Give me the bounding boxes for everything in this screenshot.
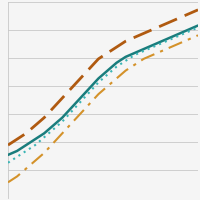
Non-Hispanic White (solid teal) <box>115 62 118 64</box>
Non-Hispanic Black (dashed dark orange) <box>52 107 54 109</box>
Non-Hispanic Black (dashed dark orange) <box>16 138 18 140</box>
Asian (dash-dot light orange) <box>188 38 190 40</box>
Asian (dash-dot light orange) <box>16 175 18 178</box>
Non-Hispanic Black (dashed dark orange) <box>179 16 181 19</box>
Asian (dash-dot light orange) <box>7 181 9 184</box>
Non-Hispanic White (solid teal) <box>170 36 172 38</box>
Non-Hispanic Black (dashed dark orange) <box>161 24 163 27</box>
Hispanic (dotted teal) <box>70 111 73 113</box>
Hispanic (dotted teal) <box>152 46 154 48</box>
Asian (dash-dot light orange) <box>161 50 163 52</box>
Non-Hispanic Black (dashed dark orange) <box>43 116 45 119</box>
Asian (dash-dot light orange) <box>25 167 27 170</box>
Hispanic (dotted teal) <box>133 54 136 56</box>
Hispanic (dotted teal) <box>143 50 145 52</box>
Non-Hispanic White (solid teal) <box>152 44 154 46</box>
Non-Hispanic White (solid teal) <box>88 87 91 89</box>
Non-Hispanic White (solid teal) <box>7 154 9 156</box>
Non-Hispanic Black (dashed dark orange) <box>79 77 82 80</box>
Asian (dash-dot light orange) <box>43 152 45 154</box>
Asian (dash-dot light orange) <box>34 160 36 162</box>
Asian (dash-dot light orange) <box>79 113 82 115</box>
Hispanic (dotted teal) <box>16 156 18 158</box>
Non-Hispanic White (solid teal) <box>70 107 73 109</box>
Non-Hispanic White (solid teal) <box>124 56 127 58</box>
Hispanic (dotted teal) <box>124 60 127 62</box>
Hispanic (dotted teal) <box>179 34 181 37</box>
Non-Hispanic Black (dashed dark orange) <box>61 97 63 99</box>
Hispanic (dotted teal) <box>197 26 199 29</box>
Non-Hispanic Black (dashed dark orange) <box>70 87 73 89</box>
Asian (dash-dot light orange) <box>97 93 100 95</box>
Asian (dash-dot light orange) <box>152 54 154 56</box>
Non-Hispanic White (solid teal) <box>133 52 136 54</box>
Hispanic (dotted teal) <box>61 120 63 123</box>
Non-Hispanic White (solid teal) <box>143 48 145 50</box>
Non-Hispanic White (solid teal) <box>97 77 100 80</box>
Non-Hispanic Black (dashed dark orange) <box>115 46 118 48</box>
Hispanic (dotted teal) <box>188 30 190 33</box>
Asian (dash-dot light orange) <box>70 122 73 125</box>
Non-Hispanic Black (dashed dark orange) <box>188 13 190 15</box>
Hispanic (dotted teal) <box>34 144 36 146</box>
Non-Hispanic Black (dashed dark orange) <box>152 28 154 31</box>
Hispanic (dotted teal) <box>25 150 27 152</box>
Asian (dash-dot light orange) <box>52 142 54 144</box>
Non-Hispanic Black (dashed dark orange) <box>97 58 100 60</box>
Non-Hispanic White (solid teal) <box>161 40 163 42</box>
Non-Hispanic White (solid teal) <box>179 32 181 35</box>
Hispanic (dotted teal) <box>52 128 54 131</box>
Non-Hispanic White (solid teal) <box>79 97 82 99</box>
Non-Hispanic White (solid teal) <box>25 144 27 146</box>
Asian (dash-dot light orange) <box>133 64 136 66</box>
Non-Hispanic Black (dashed dark orange) <box>106 52 109 54</box>
Hispanic (dotted teal) <box>7 162 9 164</box>
Non-Hispanic Black (dashed dark orange) <box>124 40 127 42</box>
Asian (dash-dot light orange) <box>106 85 109 87</box>
Hispanic (dotted teal) <box>43 136 45 138</box>
Hispanic (dotted teal) <box>97 81 100 84</box>
Hispanic (dotted teal) <box>161 42 163 44</box>
Non-Hispanic White (solid teal) <box>34 138 36 140</box>
Line: Hispanic (dotted teal): Hispanic (dotted teal) <box>8 27 198 163</box>
Non-Hispanic White (solid teal) <box>61 116 63 119</box>
Non-Hispanic Black (dashed dark orange) <box>197 9 199 11</box>
Non-Hispanic Black (dashed dark orange) <box>170 20 172 23</box>
Non-Hispanic Black (dashed dark orange) <box>25 132 27 135</box>
Asian (dash-dot light orange) <box>170 46 172 48</box>
Non-Hispanic Black (dashed dark orange) <box>88 67 91 70</box>
Line: Non-Hispanic White (solid teal): Non-Hispanic White (solid teal) <box>8 26 198 155</box>
Hispanic (dotted teal) <box>79 101 82 103</box>
Hispanic (dotted teal) <box>115 65 118 68</box>
Asian (dash-dot light orange) <box>143 58 145 60</box>
Asian (dash-dot light orange) <box>115 77 118 80</box>
Asian (dash-dot light orange) <box>61 132 63 135</box>
Hispanic (dotted teal) <box>170 38 172 40</box>
Non-Hispanic White (solid teal) <box>106 69 109 72</box>
Asian (dash-dot light orange) <box>124 69 127 72</box>
Non-Hispanic White (solid teal) <box>197 24 199 27</box>
Non-Hispanic Black (dashed dark orange) <box>34 124 36 127</box>
Non-Hispanic White (solid teal) <box>43 132 45 135</box>
Line: Asian (dash-dot light orange): Asian (dash-dot light orange) <box>8 35 198 182</box>
Asian (dash-dot light orange) <box>88 103 91 105</box>
Non-Hispanic White (solid teal) <box>16 150 18 152</box>
Non-Hispanic White (solid teal) <box>188 28 190 31</box>
Non-Hispanic White (solid teal) <box>52 124 54 127</box>
Non-Hispanic Black (dashed dark orange) <box>143 32 145 35</box>
Asian (dash-dot light orange) <box>197 34 199 37</box>
Non-Hispanic Black (dashed dark orange) <box>133 36 136 38</box>
Asian (dash-dot light orange) <box>179 42 181 44</box>
Line: Non-Hispanic Black (dashed dark orange): Non-Hispanic Black (dashed dark orange) <box>8 10 198 145</box>
Non-Hispanic Black (dashed dark orange) <box>7 144 9 146</box>
Hispanic (dotted teal) <box>106 73 109 76</box>
Hispanic (dotted teal) <box>88 91 91 93</box>
